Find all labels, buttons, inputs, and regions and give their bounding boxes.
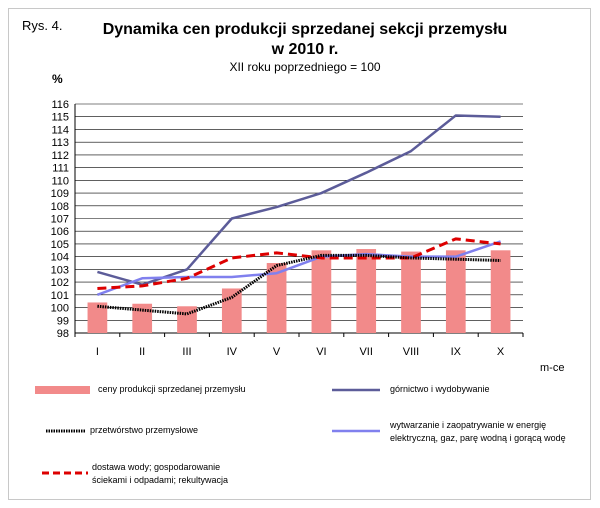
chart-subtitle: XII roku poprzedniego = 100 xyxy=(229,60,381,74)
series-line-2 xyxy=(97,253,501,316)
y-tick-label: 110 xyxy=(51,175,69,187)
y-tick-label: 108 xyxy=(51,201,69,213)
y-tick-label: 98 xyxy=(57,328,69,340)
bar xyxy=(221,288,242,333)
chart-title: Dynamika cen produkcji sprzedanej sekcji… xyxy=(70,20,540,60)
x-tick-label: V xyxy=(273,346,281,358)
y-tick-label: 107 xyxy=(51,214,69,226)
y-tick-label: 112 xyxy=(51,150,69,162)
legend-swatch-bar xyxy=(35,386,90,394)
y-tick-label: 114 xyxy=(51,124,69,136)
legend-swatch-line xyxy=(332,388,380,392)
legend-item-gornictwo: górnictwo i wydobywanie xyxy=(330,383,580,397)
chart-title-line1: Dynamika cen produkcji sprzedanej sekcji… xyxy=(102,21,508,38)
x-tick-label: III xyxy=(182,346,191,358)
y-tick-label: 99 xyxy=(57,315,69,327)
bar xyxy=(87,302,108,333)
bar xyxy=(356,249,377,333)
y-tick-label: 109 xyxy=(51,188,69,200)
legend-swatch-dotted xyxy=(46,429,86,433)
x-tick-label: IX xyxy=(451,346,462,358)
legend-item-wytwarzanie: wytwarzanie i zaopatrywanie w energię el… xyxy=(330,419,590,447)
chart-title-line2: w 2010 r. xyxy=(271,41,339,58)
y-tick-label: 104 xyxy=(51,252,69,264)
x-tick-label: IV xyxy=(227,346,238,358)
x-tick-label: VII xyxy=(359,346,372,358)
legend-item-przetworstwo: przetwórstwo przemysłowe xyxy=(30,424,300,438)
y-tick-label: 111 xyxy=(52,163,69,175)
x-tick-label: VIII xyxy=(403,346,420,358)
legend-label-dostawa-1: dostawa wody; gospodarowanie xyxy=(92,462,221,472)
y-tick-label: 116 xyxy=(51,99,69,111)
bar xyxy=(401,251,421,333)
x-tick-label: I xyxy=(96,346,99,358)
x-tick-label: X xyxy=(497,346,505,358)
legend-label-dostawa-2: ściekami i odpadami; rekultywacja xyxy=(92,475,229,485)
bar xyxy=(177,306,197,333)
x-tick-label: II xyxy=(139,346,145,358)
x-axis-label: m-ce xyxy=(540,362,565,374)
series-line-3 xyxy=(96,240,502,297)
legend-label-przetworstwo: przetwórstwo przemysłowe xyxy=(90,425,199,435)
y-tick-label: 106 xyxy=(51,226,69,238)
y-tick-label: 103 xyxy=(51,264,69,276)
legend-item-ceny: ceny produkcji sprzedanej przemysłu xyxy=(30,383,300,397)
legend-swatch-dashed xyxy=(42,471,88,475)
bar xyxy=(445,250,466,333)
legend-label-wytwarzanie-2: elektryczną, gaz, parę wodną i gorącą wo… xyxy=(390,433,566,443)
y-tick-label: 102 xyxy=(51,277,69,289)
y-tick-label: 105 xyxy=(51,239,69,251)
y-axis-label: % xyxy=(52,72,63,86)
legend-item-dostawa: dostawa wody; gospodarowanie ściekami i … xyxy=(30,461,300,489)
legend-label-ceny: ceny produkcji sprzedanej przemysłu xyxy=(98,384,246,394)
legend-label-wytwarzanie-1: wytwarzanie i zaopatrywanie w energię xyxy=(390,420,547,430)
bar xyxy=(266,263,287,333)
y-tick-label: 113 xyxy=(51,137,69,149)
legend-label-gornictwo: górnictwo i wydobywanie xyxy=(390,384,490,394)
bar xyxy=(311,250,332,333)
y-tick-label: 115 xyxy=(51,112,69,124)
y-tick-label: 101 xyxy=(51,290,69,302)
legend-swatch-line-blue xyxy=(332,429,380,433)
series-line-4 xyxy=(97,237,501,290)
y-tick-label: 100 xyxy=(51,303,69,315)
x-tick-label: VI xyxy=(316,346,326,358)
bar xyxy=(490,250,511,333)
figure-label: Rys. 4. xyxy=(22,18,63,33)
